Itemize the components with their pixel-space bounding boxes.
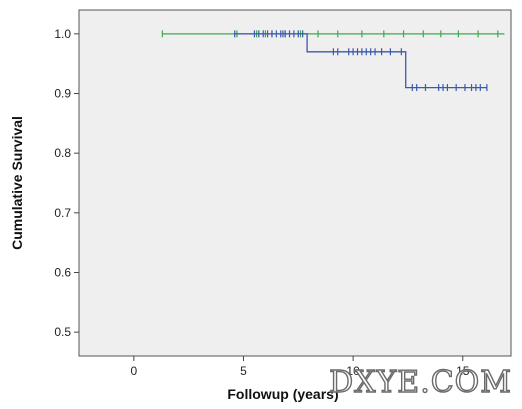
x-tick-label: 10 [346,364,360,378]
survival-step-line [234,33,487,89]
series-layer [161,30,505,92]
y-tick-label: 0.7 [54,206,71,220]
y-axis: 0.5 0.6 0.7 0.8 0.9 1.0 [54,27,79,339]
y-tick-label: 0.5 [54,325,71,339]
y-axis-title: Cumulative Survival [9,116,25,250]
plot-area [78,9,512,357]
y-tick-label: 0.8 [54,146,71,160]
x-tick-label: 0 [130,364,137,378]
y-tick-label: 0.9 [54,87,71,101]
y-tick-label: 0.6 [54,265,71,279]
x-tick-label: 5 [240,364,247,378]
x-axis-title: Followup (years) [227,386,338,402]
survival-series-2 [234,30,488,92]
x-axis: 0 5 10 15 [130,356,470,378]
watermark: DXYE.COM [329,365,512,400]
y-tick-label: 1.0 [54,27,71,41]
x-tick-label: 15 [456,364,470,378]
